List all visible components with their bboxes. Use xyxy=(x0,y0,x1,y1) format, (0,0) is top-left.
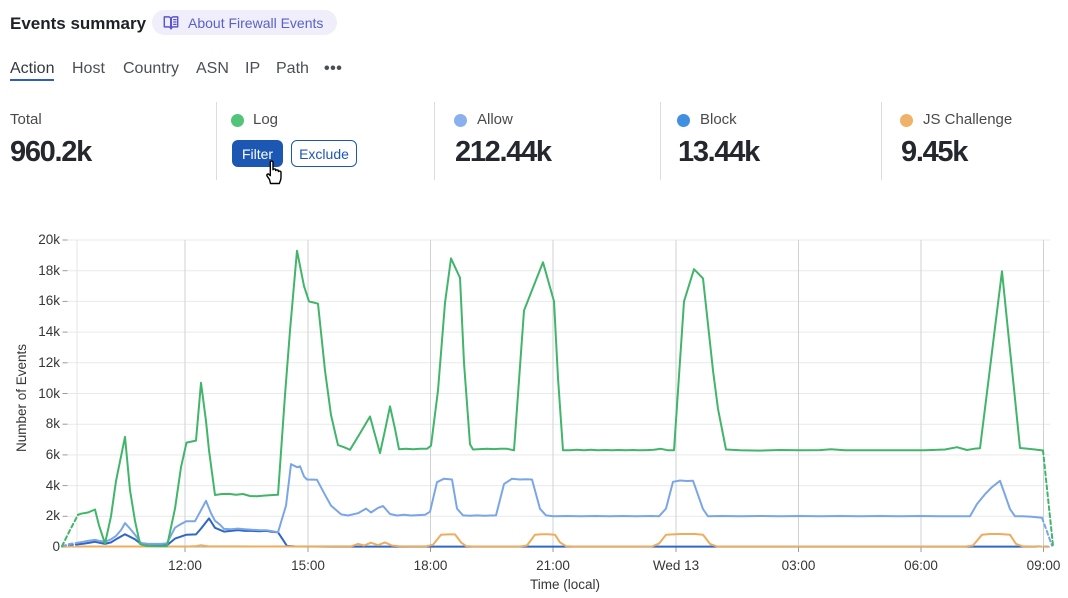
svg-text:Number of Events: Number of Events xyxy=(14,344,29,452)
svg-text:18k: 18k xyxy=(38,263,60,278)
svg-text:12k: 12k xyxy=(38,355,60,370)
svg-text:6k: 6k xyxy=(46,447,61,462)
svg-text:15:00: 15:00 xyxy=(291,558,325,573)
svg-text:0: 0 xyxy=(52,539,60,554)
svg-text:16k: 16k xyxy=(38,293,60,308)
svg-text:14k: 14k xyxy=(38,324,60,339)
svg-text:20k: 20k xyxy=(38,232,60,247)
svg-text:4k: 4k xyxy=(46,478,61,493)
svg-text:06:00: 06:00 xyxy=(904,558,938,573)
svg-text:Wed 13: Wed 13 xyxy=(653,558,699,573)
svg-text:09:00: 09:00 xyxy=(1027,558,1061,573)
svg-text:03:00: 03:00 xyxy=(782,558,816,573)
svg-text:10k: 10k xyxy=(38,386,60,401)
svg-text:12:00: 12:00 xyxy=(168,558,202,573)
svg-text:Time (local): Time (local) xyxy=(530,577,600,592)
svg-text:2k: 2k xyxy=(46,508,61,523)
svg-text:21:00: 21:00 xyxy=(536,558,570,573)
svg-text:18:00: 18:00 xyxy=(414,558,448,573)
svg-text:8k: 8k xyxy=(46,416,61,431)
